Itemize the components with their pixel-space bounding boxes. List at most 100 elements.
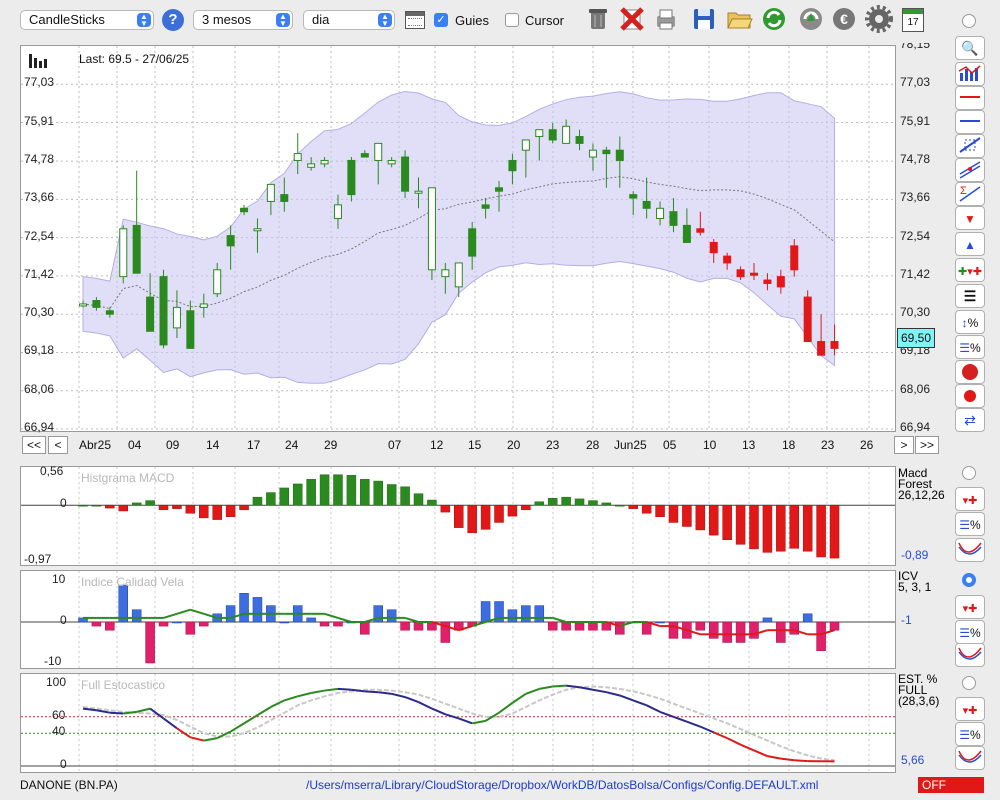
- volume-chart-button[interactable]: [955, 62, 985, 86]
- guies-checkbox[interactable]: ✓: [434, 13, 448, 27]
- price-axis-right-label: 74,78: [900, 152, 931, 167]
- candle-body: [656, 207, 665, 220]
- stoch-k-segment: [337, 687, 352, 691]
- help-icon[interactable]: ?: [162, 9, 184, 31]
- lines-percent-icon: ☰%: [959, 341, 981, 355]
- macd-lines-percent-button[interactable]: ☰%: [955, 512, 985, 536]
- bar-chart-icon[interactable]: [29, 54, 49, 71]
- macd-bar: [588, 500, 598, 506]
- calendar-icon[interactable]: 17: [902, 8, 924, 32]
- calendar-picker-icon[interactable]: [405, 11, 425, 29]
- icv-curves-button[interactable]: [955, 643, 985, 667]
- chart-type-select[interactable]: CandleSticks ▲ ▼: [20, 10, 154, 30]
- stoch-k-segment: [404, 696, 419, 703]
- fibonacci-button[interactable]: Σ: [955, 182, 985, 206]
- stoch-k-segment: [659, 710, 674, 718]
- zoom-button[interactable]: 🔍: [955, 36, 985, 60]
- nav-next-button[interactable]: >: [894, 436, 914, 454]
- ticker-label: DANONE (BN.PA): [20, 778, 118, 792]
- update-icon[interactable]: [797, 5, 825, 33]
- icv-bar: [105, 621, 115, 631]
- stoch-signals-button[interactable]: ▾✚: [955, 697, 985, 721]
- macd-signals-button[interactable]: ▾✚: [955, 487, 985, 511]
- channel-button[interactable]: [955, 158, 985, 182]
- settings-icon[interactable]: [865, 5, 893, 33]
- nav-last-button[interactable]: >>: [915, 436, 939, 454]
- stoch-k-segment: [458, 717, 473, 725]
- print-icon[interactable]: [652, 5, 680, 33]
- stoch-curves-button[interactable]: [955, 746, 985, 770]
- icv-signal-segment: [176, 608, 191, 615]
- stoch-k-segment: [552, 684, 567, 688]
- save-icon[interactable]: [690, 5, 718, 33]
- icv-bar: [494, 601, 504, 623]
- grid-lines-button[interactable]: ☰: [955, 284, 985, 308]
- arrow-up-button[interactable]: ▲: [955, 232, 985, 256]
- stoch-d-line: [82, 685, 835, 762]
- candle-body: [414, 190, 423, 194]
- interval-select[interactable]: dia ▲ ▼: [303, 10, 395, 30]
- off-badge[interactable]: OFF: [918, 777, 984, 793]
- off-badge-label: OFF: [922, 778, 946, 792]
- icv-bar: [373, 605, 383, 623]
- stoch-panel-radio[interactable]: [962, 676, 976, 690]
- x-axis-date-label: 26: [860, 438, 874, 452]
- trendline-button[interactable]: [955, 134, 985, 158]
- arrow-down-button[interactable]: ▼: [955, 206, 985, 230]
- macd-bar: [601, 502, 612, 506]
- macd-bar: [118, 504, 129, 512]
- icv-signal-segment: [190, 608, 205, 615]
- icv-signals-button[interactable]: ▾✚: [955, 595, 985, 619]
- price-axis-right-label: 77,03: [900, 75, 931, 90]
- macd-panel-radio[interactable]: [962, 466, 976, 480]
- cursor-checkbox[interactable]: [505, 13, 519, 27]
- currency-icon[interactable]: €: [830, 5, 858, 33]
- lines-percent-button[interactable]: ☰%: [955, 335, 985, 359]
- macd-curves-button[interactable]: [955, 538, 985, 562]
- price-axis-right-label: 73,66: [900, 190, 931, 205]
- config-path-link[interactable]: /Users/mserra/Library/CloudStorage/Dropb…: [306, 778, 819, 792]
- candle-body: [427, 187, 436, 271]
- icv-panel-radio[interactable]: [962, 573, 976, 587]
- sync-button[interactable]: ⇄: [955, 408, 985, 432]
- open-folder-icon[interactable]: [725, 5, 753, 33]
- stoch-axis-label: 60: [52, 707, 66, 722]
- macd-bar: [400, 486, 410, 506]
- icv-lines-percent-button[interactable]: ☰%: [955, 620, 985, 644]
- candle-body: [186, 310, 195, 349]
- blue-hline-button[interactable]: [955, 110, 985, 134]
- red-arrow-down-icon: ▼: [964, 212, 976, 226]
- icv-panel: Indice Calidad Vela: [20, 570, 896, 669]
- stoch-k-segment: [109, 711, 124, 715]
- trash-icon[interactable]: [584, 5, 612, 33]
- candle-body: [817, 341, 826, 356]
- x-axis-date-label: 17: [247, 438, 261, 452]
- stoch-k-segment: [216, 730, 232, 740]
- signals-button[interactable]: ✚▾✚: [955, 258, 985, 282]
- scale-percent-button[interactable]: ↕%: [955, 310, 985, 334]
- candle-body: [253, 228, 262, 232]
- red-hline-button[interactable]: [955, 86, 985, 110]
- stoch-lines-percent-button[interactable]: ☰%: [955, 722, 985, 746]
- delete-icon[interactable]: [618, 5, 646, 33]
- nav-first-button[interactable]: <<: [22, 436, 46, 454]
- icv-signal-segment: [485, 616, 500, 623]
- candle-body: [588, 149, 597, 158]
- icv-bar: [574, 621, 585, 631]
- candle-body: [615, 149, 624, 161]
- refresh-icon[interactable]: [760, 5, 788, 33]
- price-axis-right-label: 75,91: [900, 113, 931, 128]
- stoch-k-segment: [525, 687, 540, 695]
- candle-body: [119, 228, 128, 278]
- record-button[interactable]: [955, 384, 985, 408]
- icv-signals-icon: ▾✚: [962, 603, 978, 615]
- candle-body: [535, 129, 544, 138]
- icv-bar: [561, 621, 571, 631]
- macd-bar: [507, 504, 518, 517]
- stop-button[interactable]: [955, 360, 985, 384]
- period-select[interactable]: 3 mesos ▲ ▼: [193, 10, 293, 30]
- price-panel-radio[interactable]: [962, 14, 976, 28]
- nav-prev-button[interactable]: <: [48, 436, 68, 454]
- stoch-k-segment: [431, 707, 446, 716]
- x-axis-date-label: 13: [742, 438, 756, 452]
